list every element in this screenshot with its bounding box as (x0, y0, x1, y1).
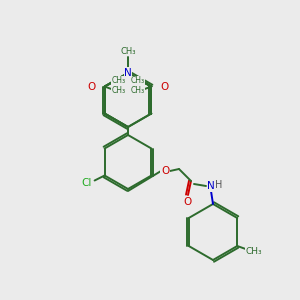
Text: O: O (160, 82, 169, 92)
Text: CH₃: CH₃ (130, 76, 144, 85)
Text: H: H (215, 180, 223, 190)
Text: CH₃: CH₃ (120, 46, 136, 56)
Text: CH₃: CH₃ (130, 86, 144, 95)
Text: CH₃: CH₃ (246, 247, 262, 256)
Text: O: O (88, 82, 96, 92)
Text: N: N (207, 181, 215, 191)
Text: O: O (184, 197, 192, 207)
Text: Cl: Cl (81, 178, 92, 188)
Text: N: N (124, 68, 132, 78)
Text: CH₃: CH₃ (112, 86, 126, 95)
Text: CH₃: CH₃ (112, 76, 126, 85)
Text: O: O (161, 166, 169, 176)
